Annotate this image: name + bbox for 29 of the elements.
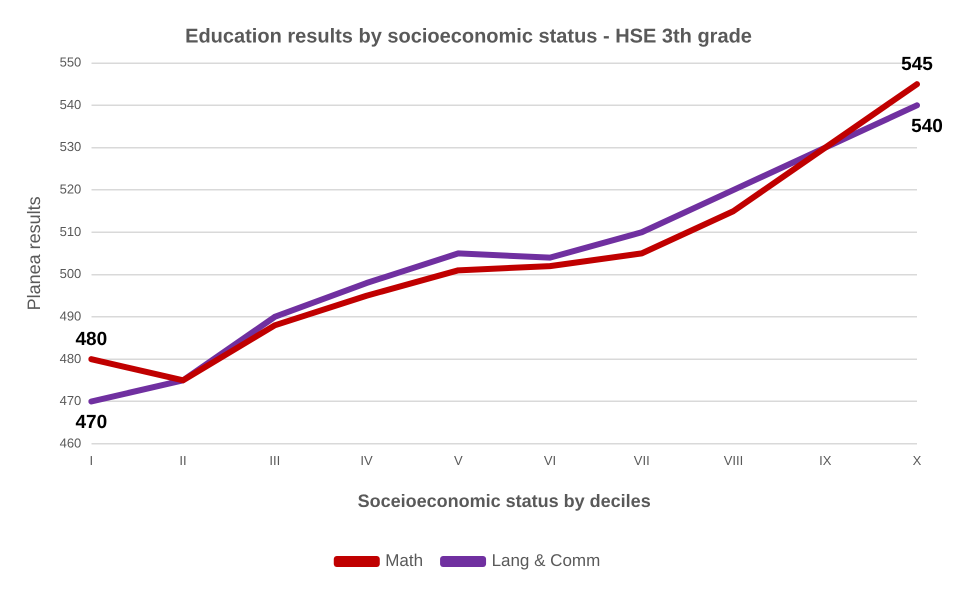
y-tick-label: 520 — [60, 182, 82, 197]
x-tick-label: I — [89, 453, 94, 468]
y-tick-label: 550 — [60, 54, 82, 70]
y-tick-label: 460 — [60, 435, 82, 450]
y-axis-title: Planea results — [24, 196, 44, 310]
x-tick-label: VII — [634, 453, 650, 468]
y-tick-label: 470 — [60, 393, 82, 408]
x-tick-label: VIII — [724, 453, 744, 468]
annotation: 470 — [75, 412, 108, 434]
x-tick-label: X — [912, 453, 922, 468]
y-tick-label: 500 — [60, 266, 82, 282]
x-tick-label: III — [269, 453, 280, 468]
y-tick-label: 530 — [60, 139, 82, 154]
x-tick-label: IV — [360, 453, 373, 468]
legend-label: Lang & Comm — [492, 551, 600, 570]
annotation: 540 — [911, 116, 943, 138]
legend-label: Math — [385, 551, 424, 570]
x-axis-title: Soceioeconomic status by deciles — [358, 491, 651, 512]
y-tick-label: 510 — [60, 224, 82, 239]
annotation: 480 — [75, 328, 108, 350]
x-tick-label: VI — [544, 453, 556, 468]
x-tick-label: IX — [819, 453, 832, 468]
y-tick-label: 480 — [60, 350, 82, 366]
chart-title: Education results by socioeconomic status - HSE 3th grade — [185, 26, 752, 48]
x-tick-label: V — [454, 453, 463, 468]
y-tick-label: 540 — [60, 96, 82, 112]
annotation: 545 — [901, 54, 934, 75]
y-tick-label: 490 — [60, 308, 82, 324]
x-tick-label: II — [179, 453, 187, 468]
